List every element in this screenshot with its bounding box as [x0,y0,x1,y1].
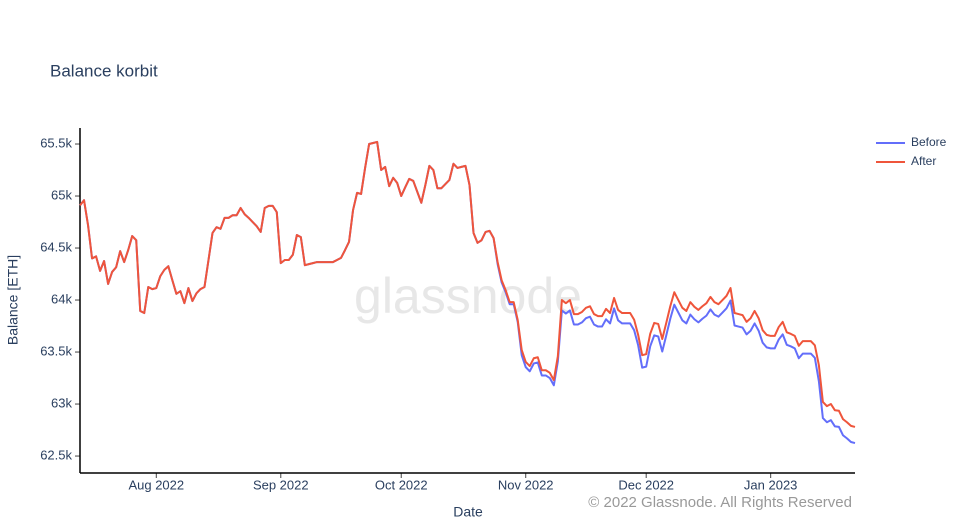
y-tick-label: 62.5k [40,447,72,462]
y-tick-label: 65k [51,187,72,202]
legend-label: After [911,154,936,168]
x-tick-label: Dec 2022 [618,477,674,492]
watermark: glassnode [354,268,582,324]
legend-label: Before [911,135,947,149]
x-tick-label: Sep 2022 [253,477,309,492]
y-axis-label: Balance [ETH] [5,255,21,345]
x-tick-label: Jan 2023 [744,477,798,492]
y-tick-label: 64.5k [40,239,72,254]
x-tick-label: Nov 2022 [498,477,554,492]
chart-title: Balance korbit [50,61,158,80]
y-tick-label: 63k [51,395,72,410]
x-tick-label: Oct 2022 [375,477,428,492]
y-tick-label: 63.5k [40,343,72,358]
x-tick-label: Aug 2022 [128,477,184,492]
copyright: © 2022 Glassnode. All Rights Reserved [588,494,852,511]
y-tick-label: 64k [51,291,72,306]
series-line [79,140,856,428]
x-axis-label: Date [453,504,483,520]
y-tick-label: 65.5k [40,135,72,150]
